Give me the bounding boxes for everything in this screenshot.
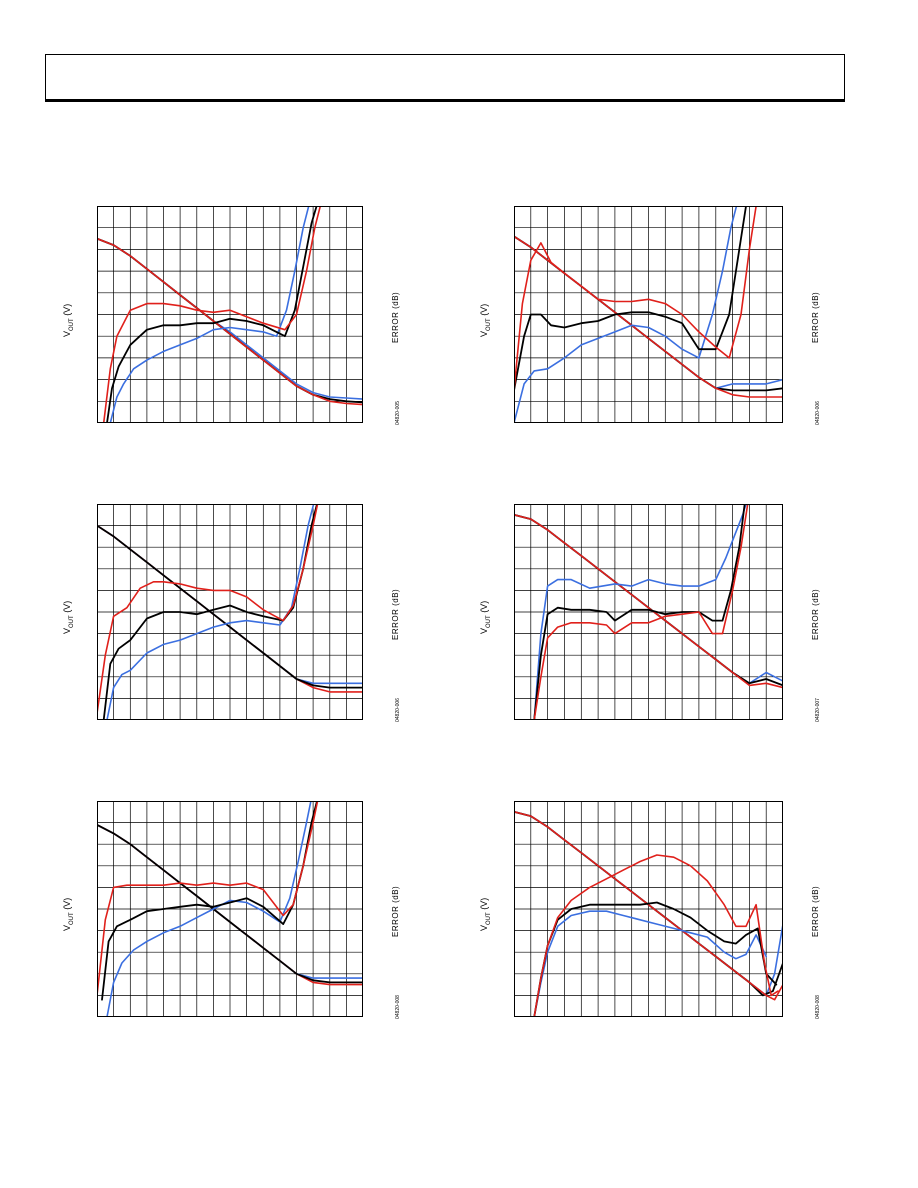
black-series-line	[97, 524, 363, 689]
red-series-line	[97, 504, 319, 715]
plot-frame	[97, 504, 363, 720]
red-series-line	[514, 811, 783, 1001]
figure-id-label: 04820-007	[815, 698, 821, 722]
figure-id-label: 04820-006	[395, 698, 401, 722]
blue-series-line	[514, 206, 738, 423]
chart-plot-area	[514, 504, 783, 720]
black-series-line	[106, 206, 318, 423]
chart-plot-area	[514, 801, 783, 1017]
red-series-line	[533, 504, 749, 720]
plot-frame	[97, 801, 363, 1017]
chart-plot-area	[97, 206, 363, 423]
plot-frame	[514, 801, 783, 1017]
black-series-line	[101, 801, 318, 1001]
black-series-line	[533, 901, 778, 1017]
black-series-line	[97, 823, 363, 984]
y-axis-label: VOUT (V)	[479, 303, 492, 337]
plot-frame	[97, 206, 363, 423]
plot-frame	[514, 206, 783, 423]
red-series-line	[97, 801, 319, 997]
figure-id-label: 04820-008	[395, 995, 401, 1019]
plot-frame	[514, 504, 783, 720]
chart-plot-area	[97, 504, 363, 720]
chart-plot-area	[97, 801, 363, 1017]
red-series-line	[102, 206, 322, 423]
blue-series-line	[109, 206, 310, 423]
secondary-y-axis-label: ERROR (dB)	[391, 885, 400, 937]
y-axis-label: VOUT (V)	[62, 897, 75, 931]
secondary-y-axis-label: ERROR (dB)	[811, 588, 820, 640]
red-series-line	[514, 206, 757, 392]
blue-series-line	[533, 504, 747, 720]
secondary-y-axis-label: ERROR (dB)	[811, 885, 820, 937]
page-header-box	[45, 54, 845, 102]
red-series-line	[97, 237, 363, 406]
chart-plot-area	[514, 206, 783, 423]
figure-id-label: 04820-006	[815, 401, 821, 425]
figure-id-label: 04820-008	[815, 995, 821, 1019]
y-axis-label: VOUT (V)	[62, 303, 75, 337]
secondary-y-axis-label: ERROR (dB)	[811, 291, 820, 343]
black-series-line	[533, 504, 746, 720]
red-series-line	[533, 854, 779, 1017]
y-axis-label: VOUT (V)	[479, 897, 492, 931]
y-axis-label: VOUT (V)	[479, 600, 492, 634]
secondary-y-axis-label: ERROR (dB)	[391, 588, 400, 640]
red-series-line	[514, 514, 783, 689]
blue-series-line	[106, 801, 312, 1017]
blue-series-line	[533, 910, 767, 1017]
black-series-line	[514, 206, 747, 392]
blue-series-line	[106, 504, 315, 720]
figure-id-label: 04820-005	[395, 401, 401, 425]
secondary-y-axis-label: ERROR (dB)	[391, 291, 400, 343]
y-axis-label: VOUT (V)	[62, 600, 75, 634]
